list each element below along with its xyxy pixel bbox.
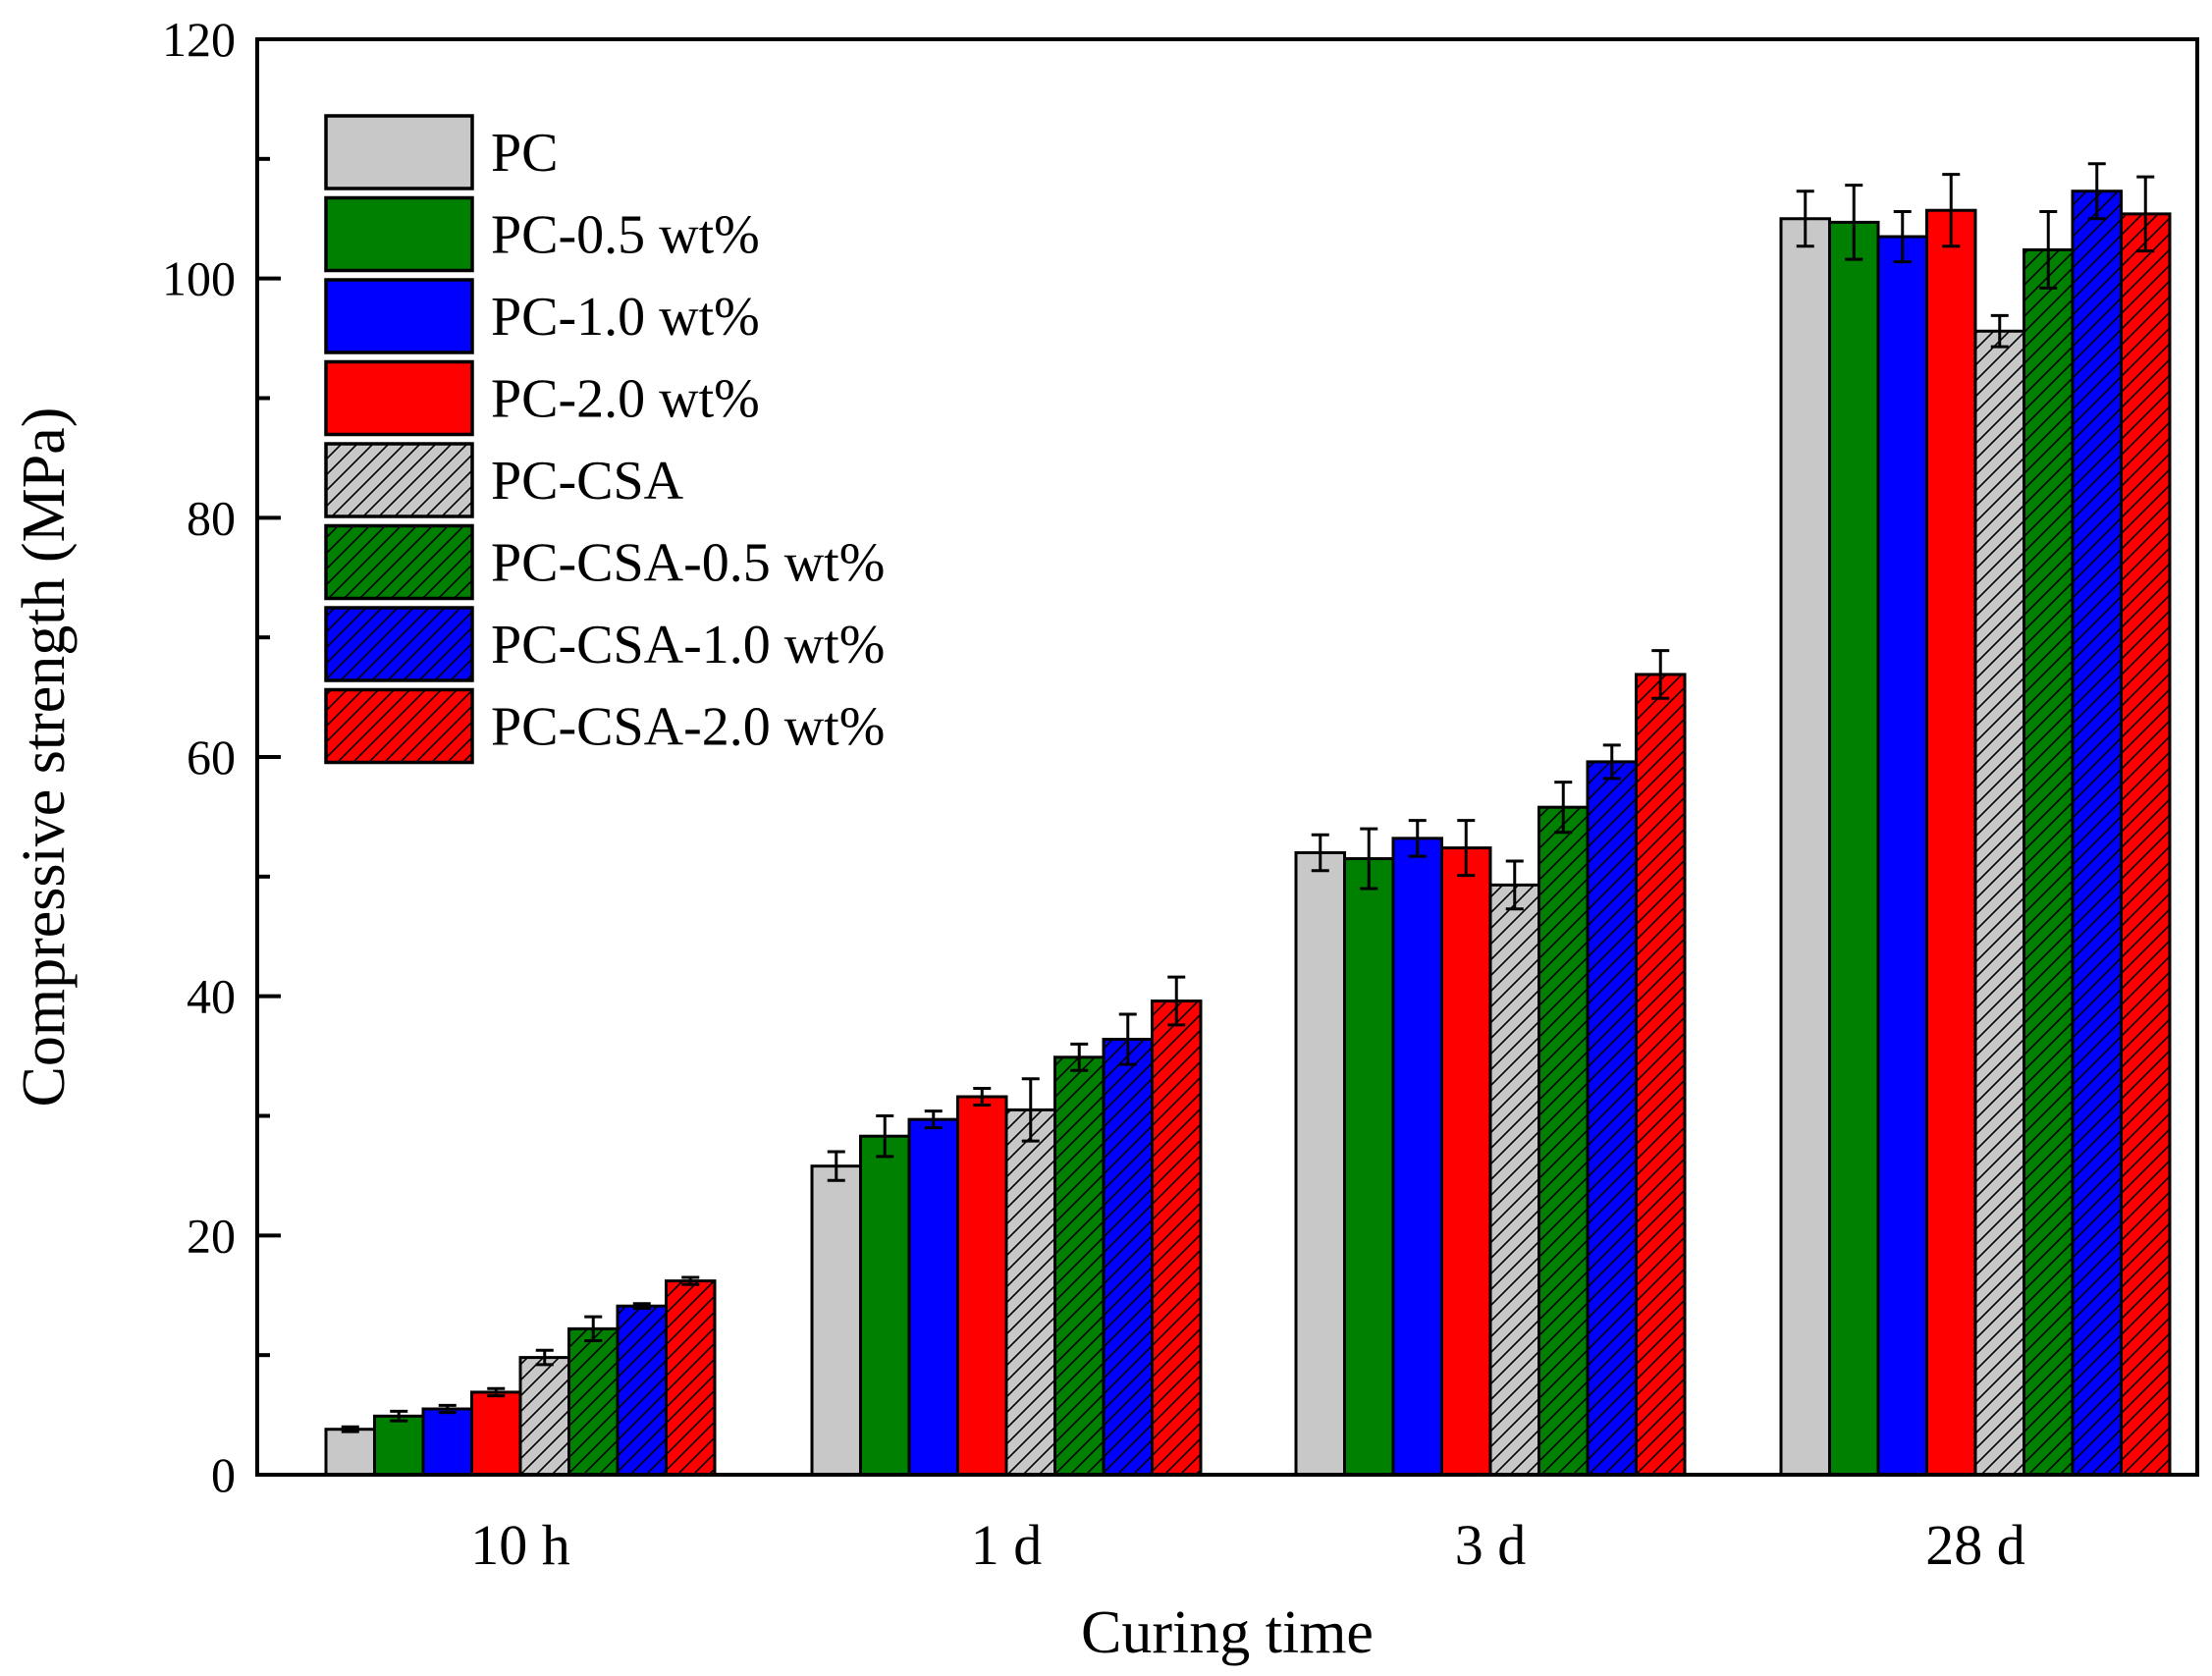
bar	[1004, 1108, 1056, 1477]
bar	[2071, 189, 2123, 1477]
y-tick-label: 120	[162, 12, 236, 67]
legend-swatch	[324, 195, 474, 273]
y-tick-label: 80	[187, 490, 236, 545]
legend: PC PC-0.5 wt% PC-1.0 wt% PC-2.0 wt% PC-CSA PC…	[324, 114, 885, 765]
legend-label: PC-CSA-1.0 wt%	[491, 615, 885, 676]
bar	[616, 1304, 668, 1477]
bar	[470, 1390, 522, 1477]
bar	[567, 1326, 620, 1477]
axes-layer: 0 20 40 60 80 100 120 10 h 1 d 3 d 28 d	[162, 12, 2025, 1577]
y-tick-label: 60	[187, 730, 236, 784]
legend-swatch	[324, 606, 474, 682]
legend-swatch	[324, 278, 474, 354]
y-tick-label: 40	[187, 969, 236, 1024]
bar	[1779, 217, 1831, 1477]
bar	[1343, 857, 1395, 1477]
bar	[324, 1428, 376, 1477]
legend-label: PC-0.5 wt%	[491, 205, 760, 266]
bar	[1635, 673, 1687, 1477]
y-axis-title: Compressive strength (MPa)	[11, 407, 78, 1108]
legend-label: PC-1.0 wt%	[491, 287, 760, 348]
bar	[373, 1414, 425, 1477]
bar	[421, 1407, 473, 1477]
x-tick-label: 28 d	[1925, 1513, 2025, 1577]
legend-swatch	[324, 359, 474, 437]
legend-swatch	[324, 523, 474, 601]
errorbars-layer	[341, 162, 2155, 1433]
bar	[2120, 212, 2172, 1477]
x-tick-label: 3 d	[1455, 1513, 1527, 1577]
y-tick-label: 0	[211, 1447, 236, 1502]
bar	[1294, 850, 1346, 1477]
bar	[2023, 247, 2075, 1477]
bar	[1538, 805, 1590, 1477]
bar	[1102, 1038, 1154, 1477]
legend-label: PC-CSA	[491, 451, 684, 512]
bar	[1440, 846, 1492, 1477]
x-axis-title: Curing time	[1081, 1599, 1374, 1666]
bar	[907, 1117, 959, 1477]
legend-label: PC-2.0 wt%	[491, 369, 760, 430]
bar	[518, 1356, 570, 1477]
y-tick-label: 20	[187, 1208, 236, 1263]
bar	[1925, 208, 1977, 1477]
bar	[1828, 220, 1880, 1477]
bar	[859, 1134, 911, 1477]
bar	[1488, 883, 1540, 1477]
x-tick-label: 1 d	[971, 1513, 1043, 1577]
bar	[1973, 329, 2025, 1477]
bar	[1586, 760, 1638, 1477]
bar	[810, 1164, 862, 1477]
bar	[1151, 1000, 1203, 1477]
y-tick-label: 100	[162, 251, 236, 306]
bar	[1876, 235, 1928, 1477]
bar	[1053, 1055, 1106, 1477]
bar	[956, 1095, 1008, 1477]
legend-label: PC-CSA-0.5 wt%	[491, 533, 885, 594]
legend-label: PC-CSA-2.0 wt%	[491, 697, 885, 758]
bar	[1391, 837, 1443, 1477]
bars-layer	[324, 189, 2172, 1477]
legend-swatch	[324, 687, 474, 765]
bar	[665, 1279, 717, 1477]
legend-label: PC	[491, 123, 559, 184]
legend-swatch	[324, 114, 474, 190]
legend-swatch	[324, 442, 474, 518]
x-tick-label: 10 h	[470, 1513, 570, 1577]
